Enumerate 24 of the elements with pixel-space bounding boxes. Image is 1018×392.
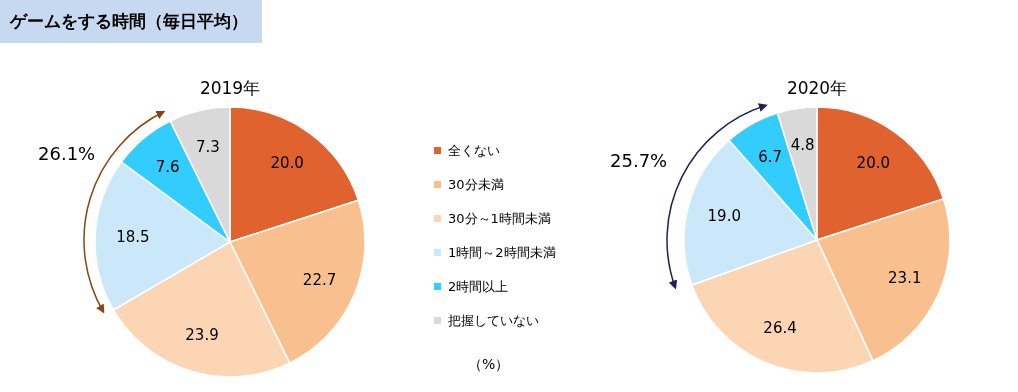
text: （%） — [468, 356, 510, 374]
data-label: 4.8 — [790, 136, 815, 155]
data-label: 23.1 — [888, 269, 922, 288]
data-label: 22.7 — [302, 270, 337, 289]
chart-title: ゲームをする時間（毎日平均） — [0, 0, 262, 43]
data-label: 20.0 — [856, 153, 890, 172]
slice-label: 2020年 — [786, 78, 848, 98]
data-label: 7.3 — [195, 138, 220, 157]
legend-label: 30分未満 — [448, 176, 504, 192]
data-label: 7.6 — [155, 158, 180, 177]
legend-label: 30分～1時間未満 — [448, 210, 551, 226]
slice-label: 2019年 — [199, 78, 261, 98]
legend-label: 全くない — [448, 142, 500, 158]
text: 26.1% — [38, 143, 96, 164]
data-label: 26.4 — [763, 319, 797, 338]
legend-label: 1時間～2時間未満 — [448, 244, 556, 260]
data-label: 23.9 — [185, 326, 219, 345]
text: 25.7% — [610, 150, 668, 171]
data-label: 20.0 — [270, 154, 304, 173]
legend-label: 2時間以上 — [448, 278, 509, 294]
data-label: 6.7 — [758, 147, 783, 166]
legend-label: 把握していない — [448, 312, 539, 328]
data-label: 19.0 — [707, 207, 741, 226]
data-label: 18.5 — [116, 227, 150, 246]
